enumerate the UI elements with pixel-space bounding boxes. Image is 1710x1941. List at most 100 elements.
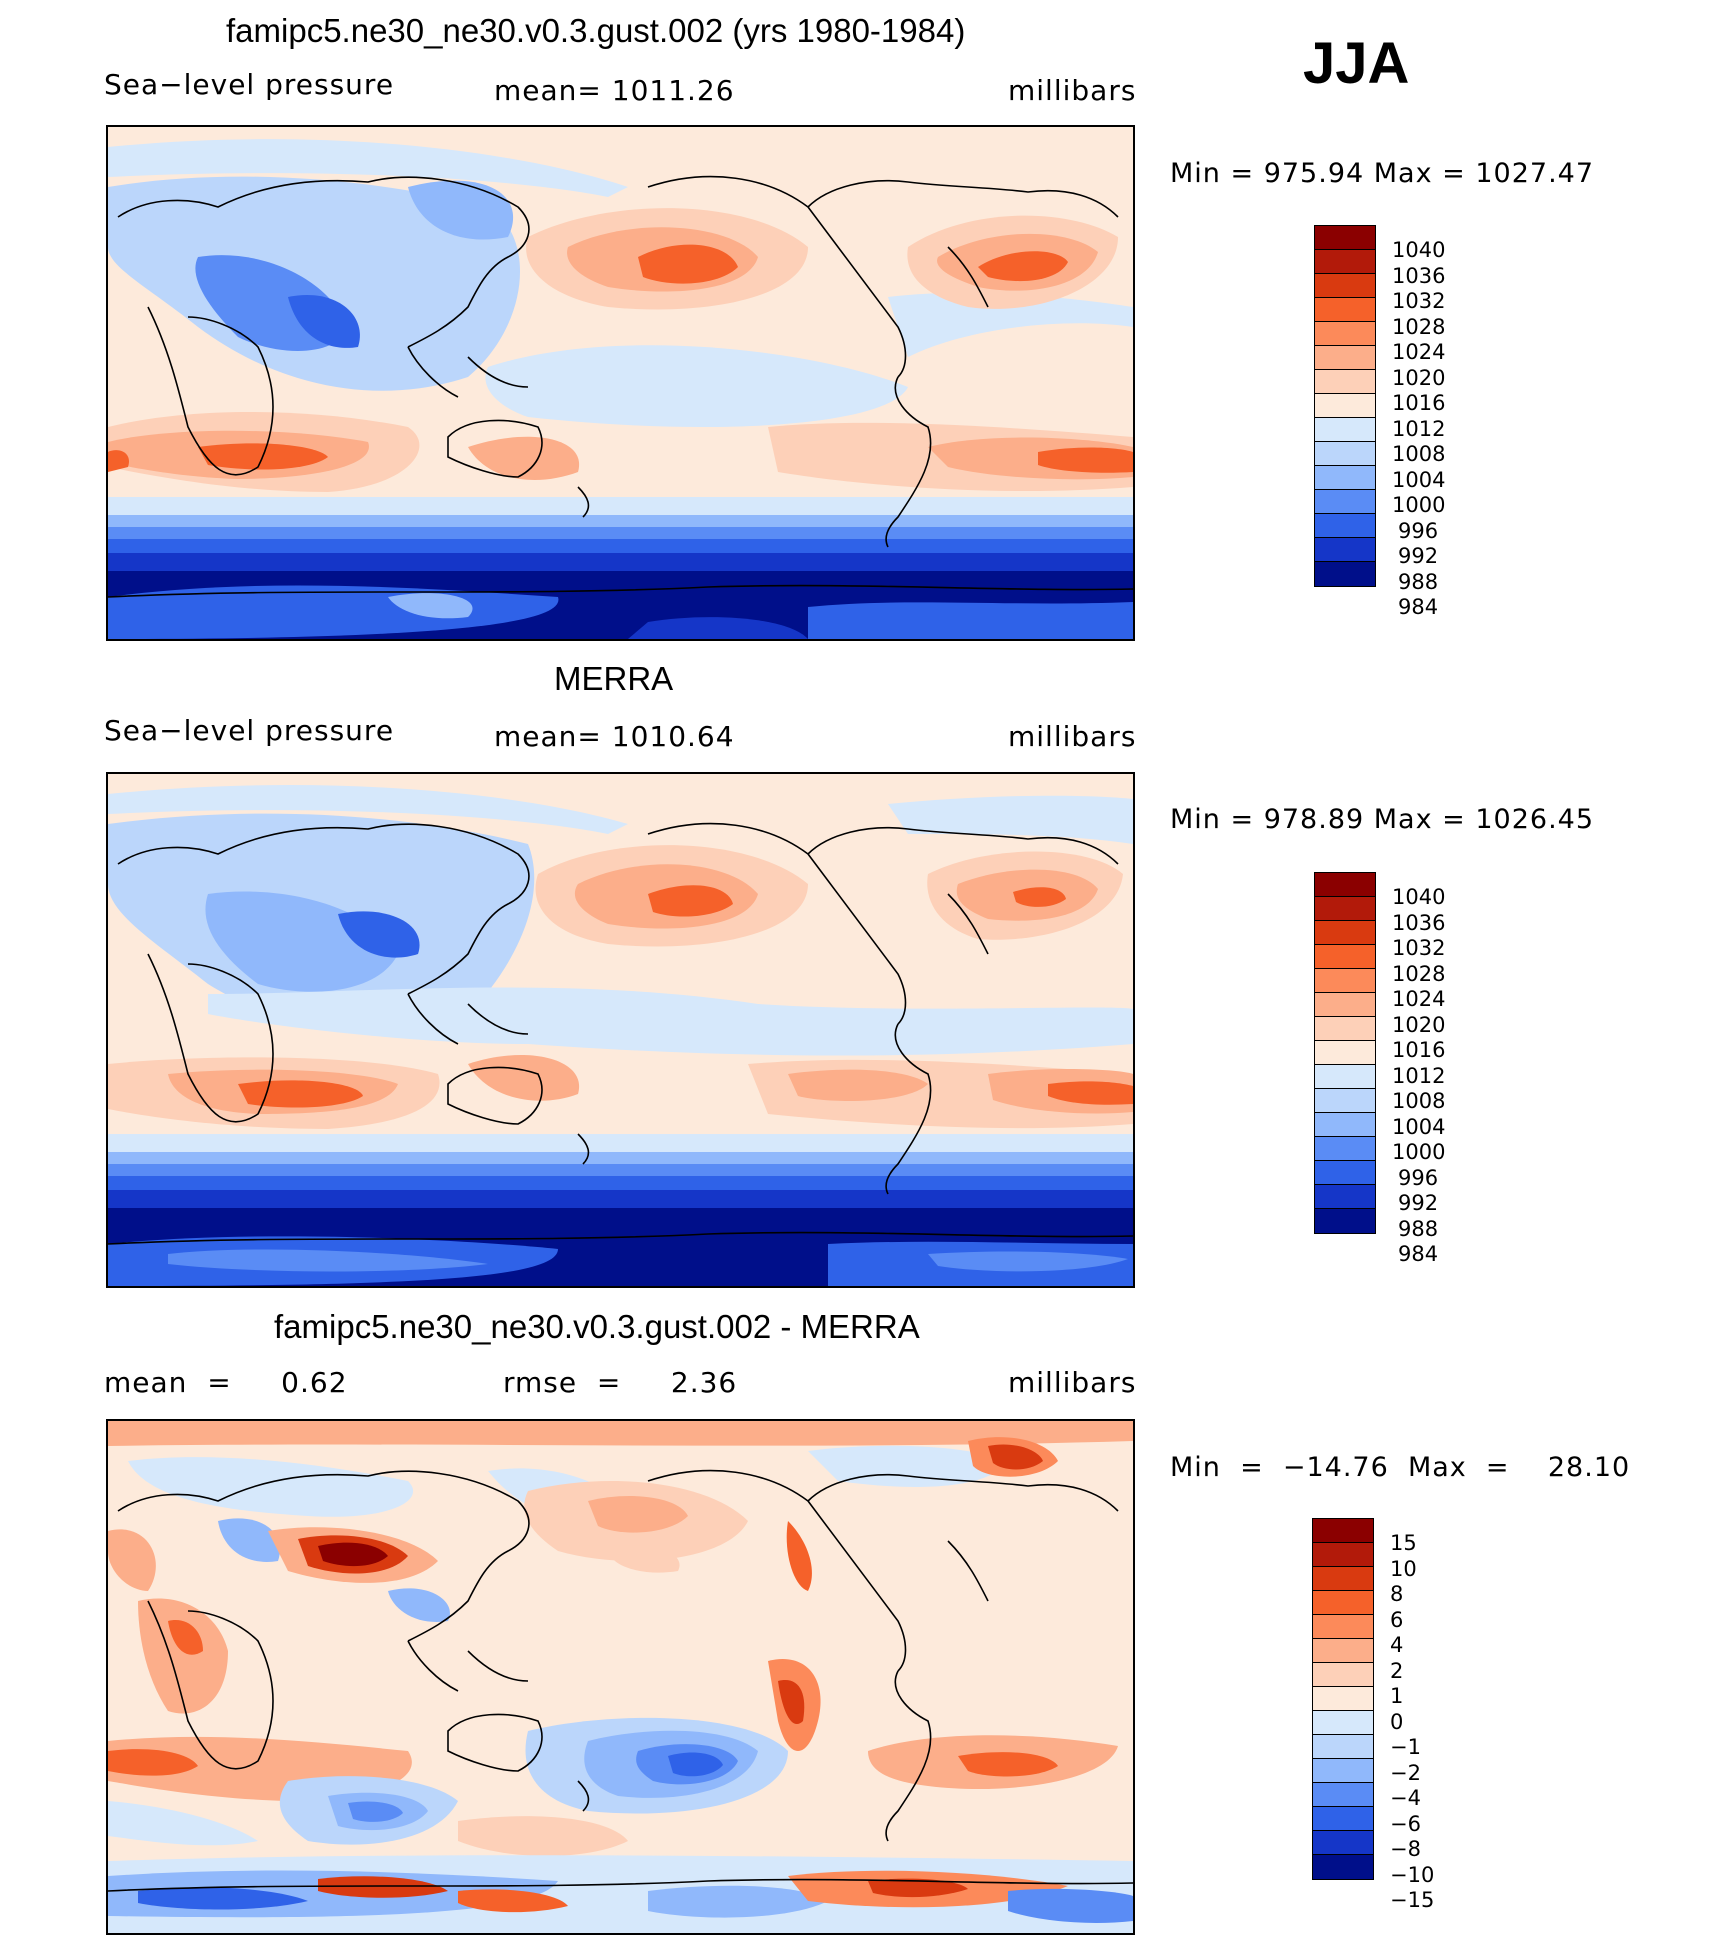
- panel3-tick: 0: [1390, 1709, 1404, 1734]
- panel2-tick: 992: [1398, 1191, 1439, 1215]
- panel2-swatch: [1315, 945, 1375, 969]
- panel1-swatch: [1315, 538, 1375, 562]
- panel1-tick: 988: [1398, 569, 1439, 594]
- panel2-units: millibars: [1008, 720, 1137, 753]
- panel2-tick: 988: [1398, 1216, 1439, 1241]
- panel1-swatch: [1315, 250, 1375, 274]
- panel1-tick: 1032: [1392, 289, 1446, 313]
- panel2-swatch: [1315, 1017, 1375, 1041]
- panel3-swatch: [1313, 1639, 1373, 1663]
- panel3-tick: −1: [1390, 1735, 1421, 1759]
- panel2-tick: 1008: [1392, 1089, 1446, 1113]
- panel3-swatch: [1313, 1759, 1373, 1783]
- panel1-tick: 984: [1398, 595, 1439, 619]
- panel1-swatch: [1315, 370, 1375, 394]
- panel2-tick: 1012: [1392, 1063, 1446, 1088]
- panel1-tick: 1004: [1392, 467, 1446, 492]
- panel1-tick: 1028: [1392, 314, 1446, 339]
- panel3-tick: 1: [1390, 1684, 1404, 1708]
- panel3-swatch: [1313, 1711, 1373, 1735]
- panel2-tick: 984: [1398, 1242, 1439, 1266]
- panel3-tick: 2: [1390, 1658, 1404, 1683]
- panel1-swatch: [1315, 562, 1375, 586]
- panel1-swatch: [1315, 466, 1375, 490]
- panel1-tick: 996: [1398, 518, 1439, 543]
- panel2-tick: 1032: [1392, 936, 1446, 960]
- panel1-colorbar: [1314, 225, 1376, 587]
- panel2-tick: 1000: [1392, 1140, 1446, 1164]
- panel1-title: famipc5.ne30_ne30.v0.3.gust.002 (yrs 198…: [226, 12, 966, 49]
- panel3-swatch: [1313, 1567, 1373, 1591]
- panel1-swatch: [1315, 514, 1375, 538]
- panel2-tick: 996: [1398, 1165, 1439, 1190]
- panel3-tick: −2: [1390, 1760, 1421, 1785]
- panel2-map: [106, 772, 1135, 1288]
- panel2-swatch: [1315, 1065, 1375, 1089]
- panel3-swatch: [1313, 1687, 1373, 1711]
- panel1-swatch: [1315, 322, 1375, 346]
- panel2-tick: 1024: [1392, 987, 1446, 1011]
- panel3-contour-plot: [108, 1421, 1133, 1933]
- panel3-map: [106, 1419, 1135, 1935]
- panel2-swatch: [1315, 1137, 1375, 1161]
- panel3-tick: 15: [1390, 1531, 1417, 1555]
- panel3-tick: −15: [1390, 1888, 1435, 1912]
- panel3-swatch: [1313, 1783, 1373, 1807]
- panel3-tick: −6: [1390, 1811, 1421, 1836]
- panel2-tick: 1028: [1392, 961, 1446, 986]
- panel3-rmse: rmse = 2.36: [503, 1366, 738, 1399]
- panel1-swatch: [1315, 394, 1375, 418]
- panel3-swatch: [1313, 1831, 1373, 1855]
- panel3-swatch: [1313, 1807, 1373, 1831]
- panel2-swatch: [1315, 1161, 1375, 1185]
- panel1-tick: 1012: [1392, 416, 1446, 441]
- panel3-tick: 8: [1390, 1582, 1404, 1606]
- panel1-swatch: [1315, 226, 1375, 250]
- panel2-swatch: [1315, 897, 1375, 921]
- panel3-title: famipc5.ne30_ne30.v0.3.gust.002 - MERRA: [274, 1308, 920, 1345]
- panel3-minmax: Min = −14.76 Max = 28.10: [1170, 1452, 1631, 1483]
- panel1-swatch: [1315, 298, 1375, 322]
- panel1-minmax: Min = 975.94 Max = 1027.47: [1170, 158, 1595, 189]
- panel1-tick: 1036: [1392, 263, 1446, 288]
- panel2-tick: 1020: [1392, 1012, 1446, 1037]
- panel1-tick: 1020: [1392, 365, 1446, 390]
- panel1-swatch: [1315, 346, 1375, 370]
- panel1-swatch: [1315, 442, 1375, 466]
- panel1-units: millibars: [1008, 74, 1137, 107]
- panel3-tick: 6: [1390, 1607, 1404, 1632]
- panel2-swatch: [1315, 921, 1375, 945]
- panel2-swatch: [1315, 993, 1375, 1017]
- panel1-tick: 1008: [1392, 442, 1446, 466]
- panel2-swatch: [1315, 1113, 1375, 1137]
- panel1-swatch: [1315, 490, 1375, 514]
- panel2-swatch: [1315, 1209, 1375, 1233]
- panel1-swatch: [1315, 418, 1375, 442]
- panel3-units: millibars: [1008, 1366, 1137, 1399]
- panel3-swatch: [1313, 1591, 1373, 1615]
- panel2-swatch: [1315, 1185, 1375, 1209]
- panel2-swatch: [1315, 1089, 1375, 1113]
- panel3-tick: −4: [1390, 1786, 1421, 1810]
- panel3-swatch: [1313, 1543, 1373, 1567]
- panel2-variable: Sea−level pressure: [104, 714, 395, 747]
- panel2-swatch: [1315, 969, 1375, 993]
- panel2-contour-plot: [108, 774, 1133, 1286]
- panel3-mean: mean = 0.62: [104, 1366, 348, 1399]
- panel3-tick: 10: [1390, 1556, 1417, 1581]
- panel1-tick: 1040: [1392, 238, 1446, 262]
- panel2-title: MERRA: [554, 660, 674, 697]
- panel3-swatch: [1313, 1663, 1373, 1687]
- season-label: JJA: [1303, 31, 1410, 96]
- panel2-tick: 1040: [1392, 885, 1446, 909]
- panel3-colorbar: [1312, 1518, 1374, 1880]
- panel2-minmax: Min = 978.89 Max = 1026.45: [1170, 804, 1595, 835]
- panel1-contour-plot: [108, 127, 1133, 639]
- panel2-tick: 1004: [1392, 1114, 1446, 1139]
- panel3-swatch: [1313, 1735, 1373, 1759]
- panel2-mean: mean= 1010.64: [494, 720, 735, 753]
- panel3-tick: −10: [1390, 1862, 1435, 1887]
- panel2-tick: 1036: [1392, 910, 1446, 935]
- panel1-tick: 992: [1398, 544, 1439, 568]
- panel3-tick: 4: [1390, 1633, 1404, 1657]
